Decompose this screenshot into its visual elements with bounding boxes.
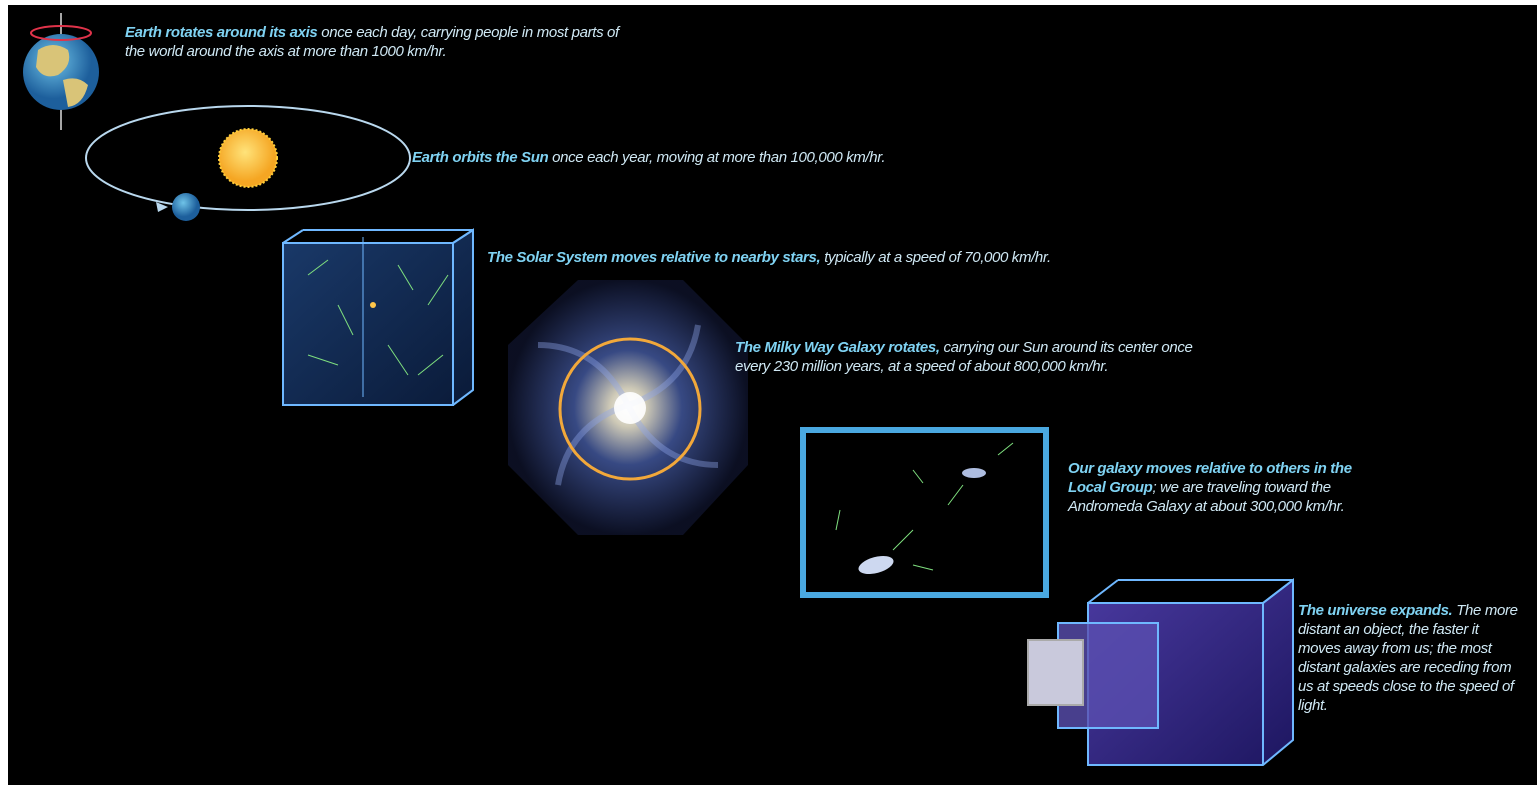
diagram: Earth rotates around its axis once each … — [8, 5, 1537, 785]
caption: The universe expands. The more distant a… — [1298, 601, 1523, 715]
caption-text: once each year, moving at more than 100,… — [552, 149, 886, 166]
caption-lead: Our galaxy moves relative to others in t… — [1068, 460, 1352, 496]
universe-cubes — [1027, 577, 1294, 766]
caption-text: once each day, carrying people in most p… — [125, 24, 619, 60]
caption-text: carrying our Sun around its center once … — [735, 339, 1193, 375]
caption-lead: Earth rotates around its axis — [125, 24, 318, 41]
local-group — [800, 427, 1049, 598]
caption-text: typically at a speed of 70,000 km/hr. — [824, 249, 1051, 266]
earth-rotation — [23, 13, 99, 130]
star-cube — [282, 228, 474, 406]
caption: Earth rotates around its axis once each … — [125, 23, 625, 61]
earth-orbit — [85, 105, 411, 221]
caption-text: ; we are traveling toward the Andromeda … — [1068, 479, 1345, 515]
caption-lead: Earth orbits the Sun — [412, 149, 549, 166]
caption-lead: The universe expands. — [1298, 602, 1453, 619]
caption: Earth orbits the Sun once each year, mov… — [412, 148, 1012, 167]
caption-text: The more distant an object, the faster i… — [1298, 602, 1518, 714]
illustrations — [23, 13, 1294, 766]
caption-lead: The Milky Way Galaxy rotates, — [735, 339, 940, 356]
caption: The Milky Way Galaxy rotates, carrying o… — [735, 338, 1205, 376]
caption: Our galaxy moves relative to others in t… — [1068, 459, 1388, 516]
caption: The Solar System moves relative to nearb… — [487, 248, 1187, 267]
caption-lead: The Solar System moves relative to nearb… — [487, 249, 821, 266]
milky-way — [508, 280, 748, 535]
